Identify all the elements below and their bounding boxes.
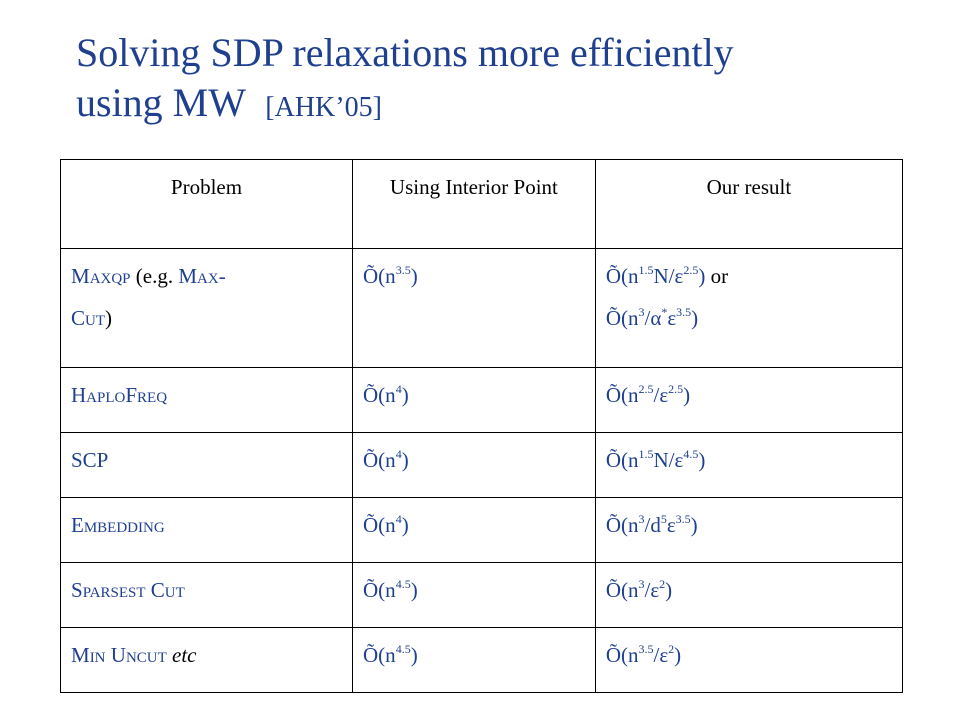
result-cell: Õ(n3/ε2) <box>594 562 904 628</box>
result-cell: Õ(n3.5/ε2) <box>594 627 904 693</box>
slide-title: Solving SDP relaxations more efficiently… <box>76 28 936 133</box>
result-cell: Õ(n1.5N/ε4.5) <box>594 432 904 498</box>
problem-cell: Embedding <box>59 497 354 563</box>
title-citation: [AHK’05] <box>265 92 382 123</box>
problem-cell: Maxqp (e.g. Max- Cut) <box>59 248 354 368</box>
interior-cell: Õ(n4.5) <box>352 562 596 628</box>
table-row: Min Uncut etc Õ(n4.5) Õ(n3.5/ε2) <box>59 627 904 693</box>
header-our-result: Our result <box>594 159 904 249</box>
table-row: Sparsest Cut Õ(n4.5) Õ(n3/ε2) <box>59 562 904 628</box>
table-row: Embedding Õ(n4) Õ(n3/d5ε3.5) <box>59 497 904 563</box>
problem-cell: Sparsest Cut <box>59 562 354 628</box>
interior-cell: Õ(n4) <box>352 497 596 563</box>
problem-cell: SCP <box>59 432 354 498</box>
interior-cell: Õ(n4.5) <box>352 627 596 693</box>
header-problem: Problem <box>59 159 354 249</box>
header-interior-point: Using Interior Point <box>352 159 596 249</box>
result-cell: Õ(n2.5/ε2.5) <box>594 367 904 433</box>
interior-cell: Õ(n3.5) <box>352 248 596 368</box>
result-cell: Õ(n1.5N/ε2.5) or Õ(n3/α*ε3.5) <box>594 248 904 368</box>
problem-cell: HaploFreq <box>59 367 354 433</box>
interior-cell: Õ(n4) <box>352 367 596 433</box>
table-row: SCP Õ(n4) Õ(n1.5N/ε4.5) <box>59 432 904 498</box>
interior-cell: Õ(n4) <box>352 432 596 498</box>
title-line-1: Solving SDP relaxations more efficiently <box>76 30 734 75</box>
title-line-2: using MW <box>76 80 246 125</box>
problem-cell: Min Uncut etc <box>59 627 354 693</box>
table-row: Maxqp (e.g. Max- Cut) Õ(n3.5) Õ(n1.5N/ε2.… <box>59 248 904 368</box>
table-row: HaploFreq Õ(n4) Õ(n2.5/ε2.5) <box>59 367 904 433</box>
results-table: Problem Using Interior Point Our result … <box>59 159 904 693</box>
result-cell: Õ(n3/d5ε3.5) <box>594 497 904 563</box>
table-header-row: Problem Using Interior Point Our result <box>59 159 904 249</box>
